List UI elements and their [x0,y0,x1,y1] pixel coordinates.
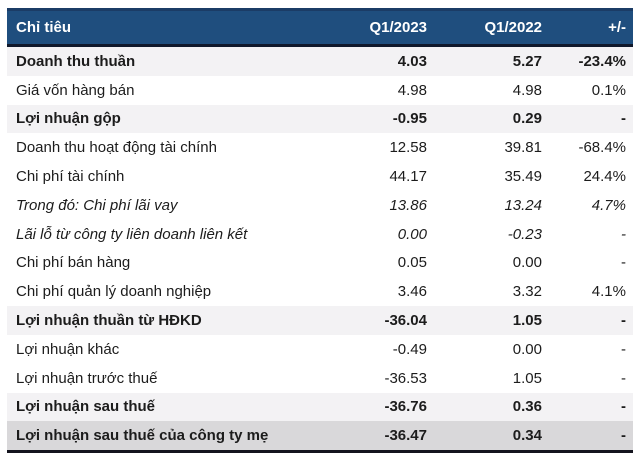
value-change: - [621,340,626,358]
value-q1-2022: 39.81 [504,139,542,157]
value-change: - [621,312,626,330]
value-q1-2022: 13.24 [504,196,542,214]
value-change: - [621,110,626,128]
row-label: Giá vốn hàng bán [16,81,135,99]
table-row: Lợi nhuận trước thuế -36.53 1.05 - [7,363,633,393]
value-change: 24.4% [583,168,626,186]
row-label: Lợi nhuận trước thuế [16,369,158,387]
row-label: Lợi nhuận khác [16,340,120,358]
row-label: Lợi nhuận thuần từ HĐKD [16,312,202,330]
value-q1-2022: 3.32 [512,283,542,301]
value-q1-2022: 1.05 [512,369,542,387]
table-row: Lợi nhuận sau thuế của công ty mẹ -36.47… [7,421,633,451]
value-q1-2022: 35.49 [504,168,542,186]
value-q1-2022: -0.23 [507,225,542,243]
value-change: - [621,427,626,445]
value-change: - [621,398,626,416]
table-row: Chi phí bán hàng 0.05 0.00 - [7,248,633,278]
row-label: Lợi nhuận sau thuế [16,398,155,416]
value-q1-2023: -36.47 [384,427,427,445]
table-row: Lợi nhuận khác -0.49 0.00 - [7,334,633,364]
value-q1-2022: 0.00 [512,340,542,358]
value-q1-2022: 0.00 [512,254,542,272]
row-label: Chi phí tài chính [16,168,125,186]
value-q1-2023: -0.95 [392,110,427,128]
table-row: Lãi lỗ từ công ty liên doanh liên kết 0.… [7,219,633,249]
column-header-change: +/- [608,19,626,36]
row-label: Lợi nhuận sau thuế của công ty mẹ [16,427,269,445]
value-q1-2023: 13.86 [389,196,427,214]
value-q1-2023: 12.58 [389,139,427,157]
value-q1-2023: 4.98 [397,81,427,99]
row-label: Chi phí bán hàng [16,254,131,272]
table-row: Doanh thu hoạt động tài chính 12.58 39.8… [7,133,633,163]
row-label: Doanh thu hoạt động tài chính [16,139,217,157]
table-header-row: Chỉ tiêu Q1/2023 Q1/2022 +/- [7,8,633,47]
table-row: Lợi nhuận sau thuế -36.76 0.36 - [7,392,633,422]
table-row: Lợi nhuận thuần từ HĐKD -36.04 1.05 - [7,306,633,335]
row-label: Trong đó: Chi phí lãi vay [16,196,178,214]
value-change: -68.4% [578,139,626,157]
table-row: Trong đó: Chi phí lãi vay 13.86 13.24 4.… [7,190,633,220]
value-q1-2023: -36.04 [384,312,427,330]
value-q1-2023: -0.49 [392,340,427,358]
column-header-chi-tieu: Chỉ tiêu [16,19,71,36]
value-change: - [621,369,626,387]
column-header-q1-2023: Q1/2023 [369,19,427,36]
value-q1-2023: 44.17 [389,168,427,186]
value-q1-2023: 4.03 [397,52,427,70]
value-q1-2023: 0.05 [397,254,427,272]
value-q1-2023: 3.46 [397,283,427,301]
value-change: 4.1% [591,283,626,301]
value-q1-2022: 0.29 [512,110,542,128]
value-q1-2022: 4.98 [512,81,542,99]
row-label: Chi phí quản lý doanh nghiệp [16,283,212,301]
table-body: Doanh thu thuần 4.03 5.27 -23.4% Giá vốn… [7,47,633,451]
value-q1-2022: 0.34 [512,427,542,445]
value-change: 0.1% [591,81,626,99]
table-row: Chi phí tài chính 44.17 35.49 24.4% [7,162,633,191]
value-change: - [621,225,626,243]
value-q1-2023: -36.53 [384,369,427,387]
value-change: -23.4% [578,52,626,70]
financial-results-table: Chỉ tiêu Q1/2023 Q1/2022 +/- Doanh thu t… [7,8,633,454]
row-label: Doanh thu thuần [16,52,136,70]
value-change: 4.7% [591,196,626,214]
table-row: Chi phí quản lý doanh nghiệp 3.46 3.32 4… [7,277,633,307]
table-row: Lợi nhuận gộp -0.95 0.29 - [7,104,633,134]
value-q1-2022: 1.05 [512,312,542,330]
value-q1-2023: -36.76 [384,398,427,416]
table-row: Giá vốn hàng bán 4.98 4.98 0.1% [7,75,633,105]
table-bottom-rule [7,450,633,454]
value-q1-2022: 5.27 [512,52,542,70]
value-change: - [621,254,626,272]
row-label: Lợi nhuận gộp [16,110,121,128]
value-q1-2023: 0.00 [397,225,427,243]
value-q1-2022: 0.36 [512,398,542,416]
column-header-q1-2022: Q1/2022 [484,19,542,36]
row-label: Lãi lỗ từ công ty liên doanh liên kết [16,225,248,243]
table-row: Doanh thu thuần 4.03 5.27 -23.4% [7,47,633,76]
